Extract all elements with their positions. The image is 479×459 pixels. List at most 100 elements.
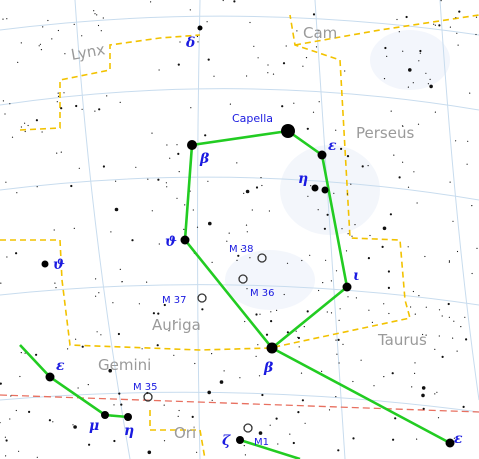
background-star [157,312,160,315]
object-label: M 36 [250,288,275,299]
background-star [381,245,384,248]
background-star [475,16,478,18]
constellation-label: Perseus [356,124,414,142]
background-star [367,257,370,260]
background-star [318,101,320,103]
star-label: β [263,360,274,376]
background-star [102,165,105,168]
background-star [228,232,230,234]
background-star [16,192,18,194]
star-label: ε [454,431,463,447]
background-star [410,306,412,308]
background-star [201,308,204,311]
star-label: η [124,423,134,439]
background-star [301,259,303,262]
background-star [163,440,166,442]
background-star [460,326,462,328]
background-star [260,177,262,179]
background-star [158,243,160,245]
background-star [296,30,298,32]
background-star [286,262,289,264]
background-star [10,395,12,397]
background-star [389,213,392,216]
background-star [100,30,102,32]
background-star [177,415,179,417]
background-star [458,10,461,13]
background-star [184,204,186,206]
background-star [339,308,341,310]
background-star [402,125,404,127]
background-star [407,86,409,88]
background-star [2,18,4,20]
background-star [457,44,459,46]
background-star [52,421,54,423]
background-star [41,131,43,133]
background-star [267,72,269,74]
background-star [297,411,300,414]
background-star [120,403,123,406]
background-star [441,315,443,317]
background-star [434,24,436,26]
background-star [81,35,83,37]
background-star [35,353,38,356]
background-star [64,53,66,55]
background-star [233,0,236,3]
background-star [330,312,333,314]
background-star [77,387,79,389]
background-star [393,154,395,156]
background-star [163,404,165,406]
background-star [421,386,426,390]
background-star [196,226,199,228]
background-star [246,288,248,290]
background-star [453,320,455,322]
background-star [9,103,11,105]
background-star [386,55,388,58]
background-star [396,18,398,21]
background-star [352,380,354,383]
background-star [323,227,326,230]
background-star [471,205,473,207]
background-star [413,171,415,173]
background-star [300,372,303,374]
background-star [441,355,444,358]
background-star [150,1,152,3]
background-star [351,235,353,237]
background-star [255,186,259,189]
background-star [467,140,469,142]
background-star [135,166,137,168]
background-star [414,313,416,315]
background-star [73,23,75,25]
background-star [75,338,77,340]
background-star [121,281,123,283]
background-star [57,92,59,94]
background-star [173,320,175,322]
background-star [57,29,60,32]
background-star [367,165,369,167]
background-star [100,334,102,336]
background-star [398,31,400,33]
background-star [27,124,29,127]
background-star [60,107,63,110]
background-star [95,278,97,280]
background-star [425,306,427,308]
background-star [346,193,348,195]
background-star [408,68,412,72]
background-star [0,282,2,284]
background-star [117,332,120,336]
background-star [183,228,185,230]
background-star [337,449,340,452]
background-star [361,165,364,168]
background-star [131,239,134,242]
background-star [51,38,53,40]
background-star [434,111,436,113]
background-star [286,331,289,334]
background-star [455,17,457,19]
constellation-label: Taurus [377,331,427,349]
background-star [226,240,228,242]
background-star [427,83,429,85]
background-star [387,270,390,273]
background-star [337,338,340,341]
background-star [346,155,350,158]
background-star [15,252,18,255]
background-star [360,359,362,361]
